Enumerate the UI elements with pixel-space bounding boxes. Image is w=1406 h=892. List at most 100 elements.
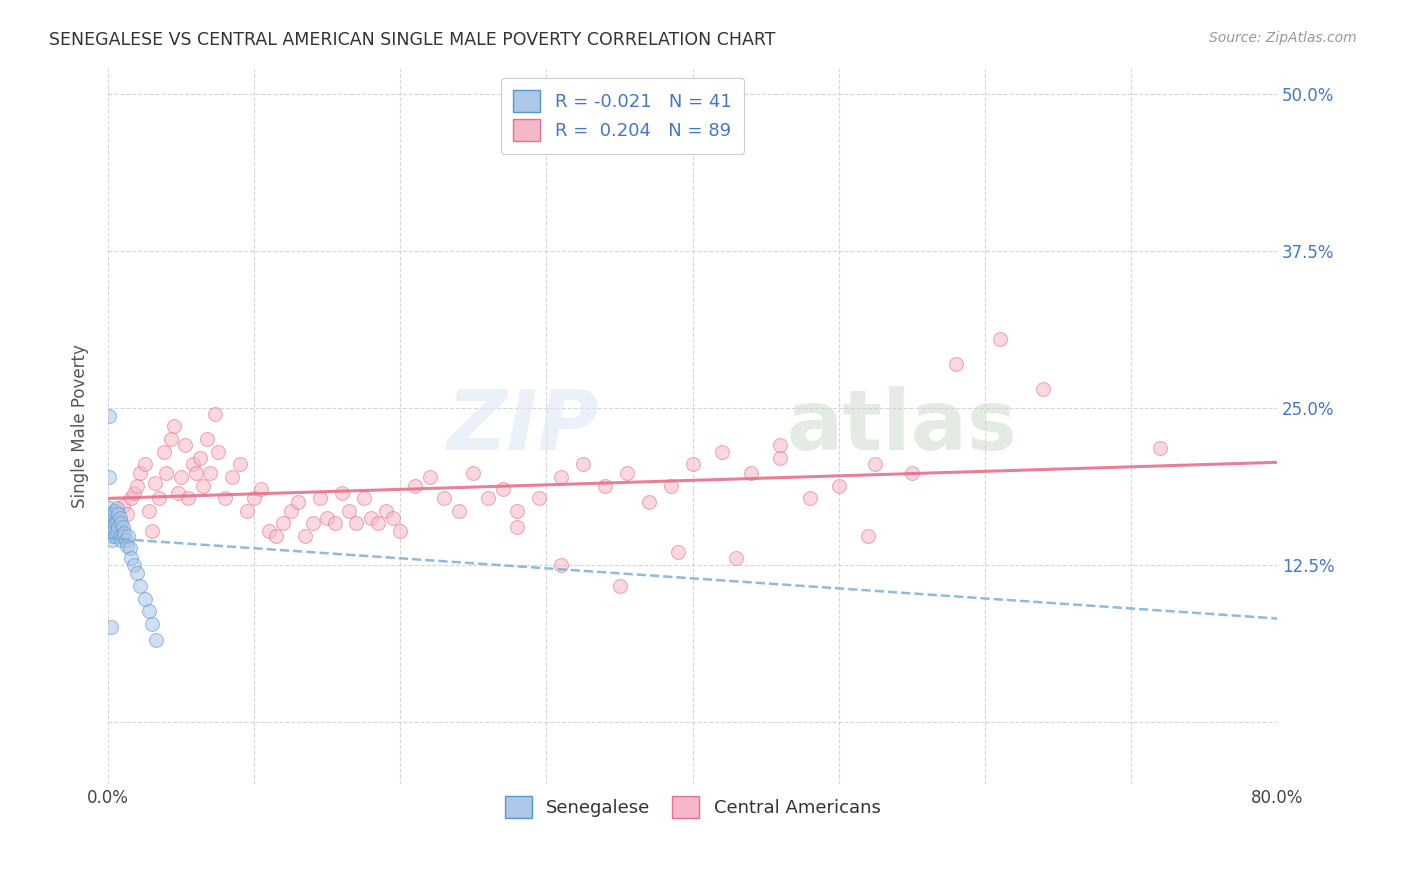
- Point: [118, 541, 141, 556]
- Point: [107, 520, 129, 534]
- Point: [117, 529, 139, 543]
- Point: [945, 357, 967, 371]
- Point: [243, 491, 266, 505]
- Point: [127, 478, 149, 492]
- Point: [138, 604, 160, 618]
- Point: [143, 475, 166, 490]
- Point: [100, 526, 122, 541]
- Point: [360, 511, 382, 525]
- Point: [666, 545, 689, 559]
- Point: [101, 514, 124, 528]
- Point: [120, 491, 142, 505]
- Point: [593, 478, 616, 492]
- Point: [148, 491, 170, 505]
- Point: [160, 432, 183, 446]
- Point: [101, 529, 124, 543]
- Point: [155, 466, 177, 480]
- Point: [104, 503, 127, 517]
- Point: [101, 520, 124, 534]
- Point: [865, 457, 887, 471]
- Point: [323, 516, 346, 531]
- Point: [204, 407, 226, 421]
- Point: [433, 491, 456, 505]
- Point: [101, 514, 124, 528]
- Point: [769, 438, 792, 452]
- Point: [287, 495, 309, 509]
- Point: [115, 539, 138, 553]
- Point: [550, 469, 572, 483]
- Point: [506, 520, 529, 534]
- Point: [105, 501, 128, 516]
- Point: [550, 558, 572, 572]
- Point: [264, 529, 287, 543]
- Point: [1149, 441, 1171, 455]
- Point: [250, 483, 273, 497]
- Point: [195, 432, 218, 446]
- Point: [104, 503, 127, 517]
- Point: [506, 503, 529, 517]
- Point: [105, 514, 128, 528]
- Point: [103, 524, 125, 538]
- Point: [367, 516, 389, 531]
- Point: [527, 491, 550, 505]
- Point: [100, 520, 122, 534]
- Point: [104, 529, 127, 543]
- Point: [491, 483, 513, 497]
- Point: [572, 457, 595, 471]
- Point: [273, 516, 295, 531]
- Point: [447, 503, 470, 517]
- Point: [129, 579, 152, 593]
- Point: [170, 469, 193, 483]
- Point: [120, 551, 142, 566]
- Point: [107, 508, 129, 522]
- Point: [98, 469, 121, 483]
- Point: [110, 533, 132, 547]
- Point: [740, 466, 762, 480]
- Point: [710, 444, 733, 458]
- Point: [134, 591, 156, 606]
- Point: [769, 450, 792, 465]
- Point: [207, 444, 229, 458]
- Y-axis label: Single Male Poverty: Single Male Poverty: [72, 344, 89, 508]
- Text: SENEGALESE VS CENTRAL AMERICAN SINGLE MALE POVERTY CORRELATION CHART: SENEGALESE VS CENTRAL AMERICAN SINGLE MA…: [49, 31, 776, 49]
- Point: [236, 503, 259, 517]
- Text: ZIP: ZIP: [447, 386, 599, 467]
- Point: [856, 529, 879, 543]
- Point: [111, 499, 134, 513]
- Point: [659, 478, 682, 492]
- Point: [725, 551, 748, 566]
- Point: [124, 486, 146, 500]
- Point: [280, 503, 302, 517]
- Point: [163, 419, 186, 434]
- Point: [108, 529, 131, 543]
- Point: [294, 529, 316, 543]
- Point: [105, 524, 128, 538]
- Point: [129, 466, 152, 480]
- Point: [637, 495, 659, 509]
- Point: [799, 491, 821, 505]
- Point: [110, 516, 132, 531]
- Point: [301, 516, 323, 531]
- Point: [138, 503, 160, 517]
- Point: [115, 508, 138, 522]
- Point: [346, 516, 368, 531]
- Point: [104, 516, 127, 531]
- Point: [167, 486, 190, 500]
- Point: [616, 466, 638, 480]
- Point: [309, 491, 332, 505]
- Point: [108, 520, 131, 534]
- Text: Source: ZipAtlas.com: Source: ZipAtlas.com: [1209, 31, 1357, 45]
- Point: [108, 511, 131, 525]
- Point: [100, 620, 122, 634]
- Point: [337, 503, 360, 517]
- Point: [1032, 382, 1054, 396]
- Point: [141, 616, 163, 631]
- Point: [101, 533, 124, 547]
- Point: [419, 469, 441, 483]
- Point: [901, 466, 924, 480]
- Point: [257, 524, 280, 538]
- Point: [100, 508, 122, 522]
- Point: [98, 409, 121, 424]
- Point: [382, 511, 405, 525]
- Point: [214, 491, 236, 505]
